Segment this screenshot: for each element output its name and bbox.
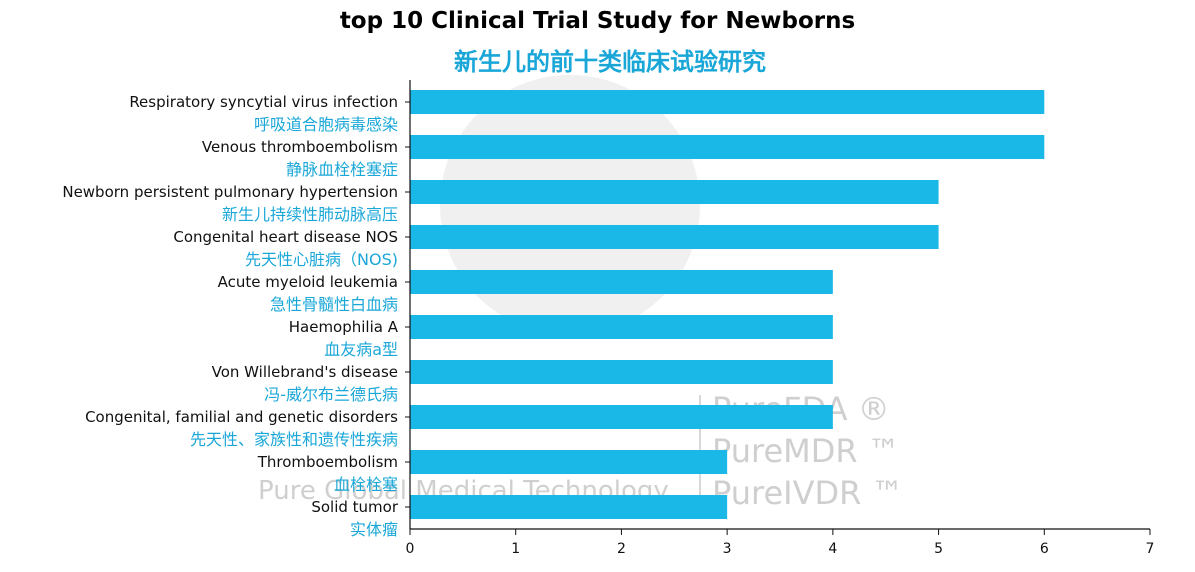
bar xyxy=(410,315,833,339)
y-label-en: Solid tumor xyxy=(311,498,399,516)
bars-group xyxy=(410,90,1045,519)
bar xyxy=(410,450,728,474)
x-tick-label: 6 xyxy=(1040,541,1049,557)
bar xyxy=(410,495,728,519)
y-label-zh: 静脉血栓栓塞症 xyxy=(286,160,398,179)
watermark-brand-text: PureIVDR ™ xyxy=(712,474,904,512)
y-label-en: Acute myeloid leukemia xyxy=(218,273,398,291)
y-label-en: Respiratory syncytial virus infection xyxy=(129,93,398,111)
x-tick-label: 2 xyxy=(617,541,626,557)
y-label-zh: 新生儿持续性肺动脉高压 xyxy=(222,205,398,224)
x-tick-label: 7 xyxy=(1146,541,1155,557)
bar xyxy=(410,90,1045,114)
watermark-brand-text: PureMDR ™ xyxy=(712,432,900,470)
bar xyxy=(410,135,1045,159)
bar xyxy=(410,180,939,204)
y-label-zh: 呼吸道合胞病毒感染 xyxy=(254,115,398,134)
x-tick-label: 1 xyxy=(511,541,520,557)
y-label-en: Thromboembolism xyxy=(257,453,398,471)
y-label-en: Congenital heart disease NOS xyxy=(173,228,398,246)
bar xyxy=(410,360,833,384)
y-label-zh: 先天性心脏病（NOS) xyxy=(245,250,398,269)
bar xyxy=(410,270,833,294)
y-label-zh: 血友病a型 xyxy=(324,340,398,359)
y-labels-group: Respiratory syncytial virus infection 呼吸道… xyxy=(62,93,410,539)
chart-subtitle: 新生儿的前十类临床试验研究 xyxy=(454,48,766,76)
x-tick-label: 4 xyxy=(828,541,837,557)
y-label-en: Venous thromboembolism xyxy=(202,138,398,156)
x-tick-label: 3 xyxy=(723,541,732,557)
y-label-zh: 冯-威尔布兰德氏病 xyxy=(264,385,398,404)
y-label-zh: 先天性、家族性和遗传性疾病 xyxy=(190,430,398,449)
y-label-zh: 血栓栓塞 xyxy=(334,475,398,494)
bar xyxy=(410,405,833,429)
x-axis: 0 1 2 3 4 5 6 7 xyxy=(406,80,1155,557)
bar xyxy=(410,225,939,249)
y-label-en: Von Willebrand's disease xyxy=(212,363,398,381)
y-label-en: Haemophilia A xyxy=(289,318,399,336)
y-label-zh: 实体瘤 xyxy=(350,520,398,539)
x-tick-label: 0 xyxy=(406,541,415,557)
chart-title: top 10 Clinical Trial Study for Newborns xyxy=(339,8,856,34)
y-label-en: Newborn persistent pulmonary hypertensio… xyxy=(62,183,398,201)
y-label-en: Congenital, familial and genetic disorde… xyxy=(85,408,398,426)
y-label-zh: 急性骨髓性白血病 xyxy=(270,295,398,314)
x-tick-label: 5 xyxy=(934,541,943,557)
